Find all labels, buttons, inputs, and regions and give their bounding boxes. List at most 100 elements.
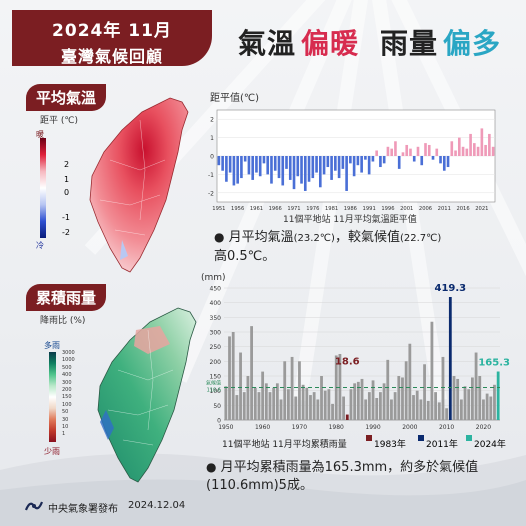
rain-taiwan-map (97, 307, 197, 483)
rain-x-tick-label: 1980 (329, 424, 344, 431)
rain-bar (430, 321, 434, 420)
temp-legend-tick: -2 (62, 228, 70, 237)
rain-bar (268, 392, 272, 420)
temp-anomaly-bar (427, 144, 431, 156)
temp-anomaly-bar (356, 156, 360, 166)
rain-legend-tick: 30 (62, 416, 69, 423)
temp-anomaly-bar (367, 156, 371, 175)
rain-bar (224, 386, 228, 420)
temp-anomaly-bar (311, 156, 315, 179)
rain-bar (434, 392, 437, 420)
rain-legend-tick: 500 (62, 364, 72, 371)
temp-anomaly-bar (285, 156, 288, 169)
temp-note-line2: 高0.5℃。 (214, 249, 276, 264)
rain-bar (467, 389, 471, 420)
rain-bar (228, 336, 231, 420)
temp-anomaly-bar (217, 156, 221, 166)
temp-anomaly-bar (341, 156, 345, 169)
rain-bar (301, 384, 305, 420)
temp-anomaly-bar (349, 156, 352, 164)
rain-bar (235, 395, 239, 420)
temp-x-tick-label: 1991 (363, 206, 376, 212)
temp-y-tick-label: 0 (210, 154, 214, 161)
rain-bar (338, 354, 342, 420)
rain-bar (353, 383, 357, 420)
temp-anomaly-bar (397, 156, 401, 169)
rain-y-tick-label: 450 (210, 286, 222, 293)
temp-x-tick-label: 2021 (475, 206, 488, 212)
rain-bar (261, 371, 265, 420)
rain-bar (426, 400, 430, 420)
rain-bar (320, 376, 323, 420)
rain-bar (386, 359, 390, 420)
rain-y-tick-label: 400 (210, 300, 222, 307)
rain-y-tick-label: 200 (210, 359, 222, 366)
rain-x-tick-label: 1960 (255, 424, 270, 431)
rain-bar (349, 389, 353, 420)
temp-y-tick-label: 2 (210, 117, 214, 124)
header-subtitle: 臺灣氣候回顧 (60, 47, 163, 66)
rain-y-tick-label: 250 (210, 344, 222, 351)
temp-anomaly-bar (446, 156, 450, 168)
rain-bar (364, 399, 368, 420)
rain-legend-tick: 150 (62, 394, 72, 401)
rain-bar (445, 408, 449, 420)
temp-anomaly-bar (345, 156, 348, 191)
rain-legend-tick: 10 (62, 424, 69, 431)
temp-anomaly-bar (300, 156, 303, 184)
rain-y-tick-label: 50 (213, 403, 221, 410)
rain-bar (382, 383, 386, 420)
temp-anomaly-bar (225, 156, 228, 182)
temp-legend-bottom: 冷 (36, 241, 44, 250)
rain-bar (242, 392, 246, 420)
rain-y-tick-label: 350 (210, 315, 222, 322)
rain-note-line2: (110.6mm)5成。 (206, 478, 313, 493)
temp-x-tick-label: 2011 (438, 206, 451, 212)
temp-anomaly-bar (307, 156, 311, 182)
temp-anomaly-bar (412, 156, 416, 162)
temp-x-tick-label: 2001 (400, 206, 413, 212)
rain-bar (298, 361, 301, 420)
temp-anomaly-bar (258, 156, 262, 177)
temp-anomaly-bar (405, 144, 409, 156)
rain-bar (345, 414, 349, 420)
temp-anomaly-bar (364, 156, 367, 160)
cwa-logo-icon (24, 501, 44, 511)
temp-note: ● 月平均氣溫(23.2℃)，較氣候值(22.7℃) 高0.5℃。 (214, 228, 504, 266)
temp-anomaly-bar (240, 156, 243, 179)
temp-anomaly-bar (386, 146, 390, 156)
temp-anomaly-bar (424, 143, 427, 156)
rain-note-bullet: ● (206, 460, 217, 474)
rain-bar (331, 403, 334, 420)
temp-y-tick-label: -2 (208, 190, 214, 197)
rain-bar (437, 402, 441, 420)
rain-bar (397, 376, 401, 420)
rain-legend-tick: 50 (62, 409, 69, 416)
rain-bar (264, 383, 268, 420)
rain-bar (463, 386, 467, 420)
rain-legend-tick: 1000 (62, 357, 75, 364)
temp-anomaly-bar (491, 146, 495, 156)
rain-bar (342, 396, 345, 420)
header-box: 2024年 11月 臺灣氣候回顧 (12, 10, 212, 66)
header-year: 2024年 11月 (52, 21, 172, 41)
legend-2011-label: 2011年 (426, 440, 458, 450)
temp-anomaly-bar (330, 156, 333, 180)
temp-legend-tick: -1 (62, 213, 70, 222)
rain-bar (290, 356, 294, 420)
temp-x-tick-label: 1981 (325, 206, 338, 212)
rain-bar (452, 376, 456, 420)
rain-note: ● 月平均累積雨量為165.3mm，約多於氣候值 (110.6mm)5成。 (206, 458, 511, 495)
rain-bar (323, 390, 327, 420)
rain-label-1983: 18.6 (335, 357, 360, 368)
temp-anomaly-bar (431, 156, 435, 160)
temp-anomaly-bar (476, 146, 480, 156)
headline-temp-trend: 偏暖 (301, 27, 360, 60)
temp-anomaly-bar (439, 156, 442, 164)
temp-note-val2: (22.7℃) (399, 233, 442, 244)
temp-anomaly-bar (262, 156, 266, 164)
rain-legend-tick: 100 (62, 401, 72, 408)
temp-anomaly-chart: 2 1 0 -1 -2 1951 1956 1961 1966 1971 1976 1981 1986 1… (208, 109, 496, 212)
temp-anomaly-bar (337, 156, 341, 179)
